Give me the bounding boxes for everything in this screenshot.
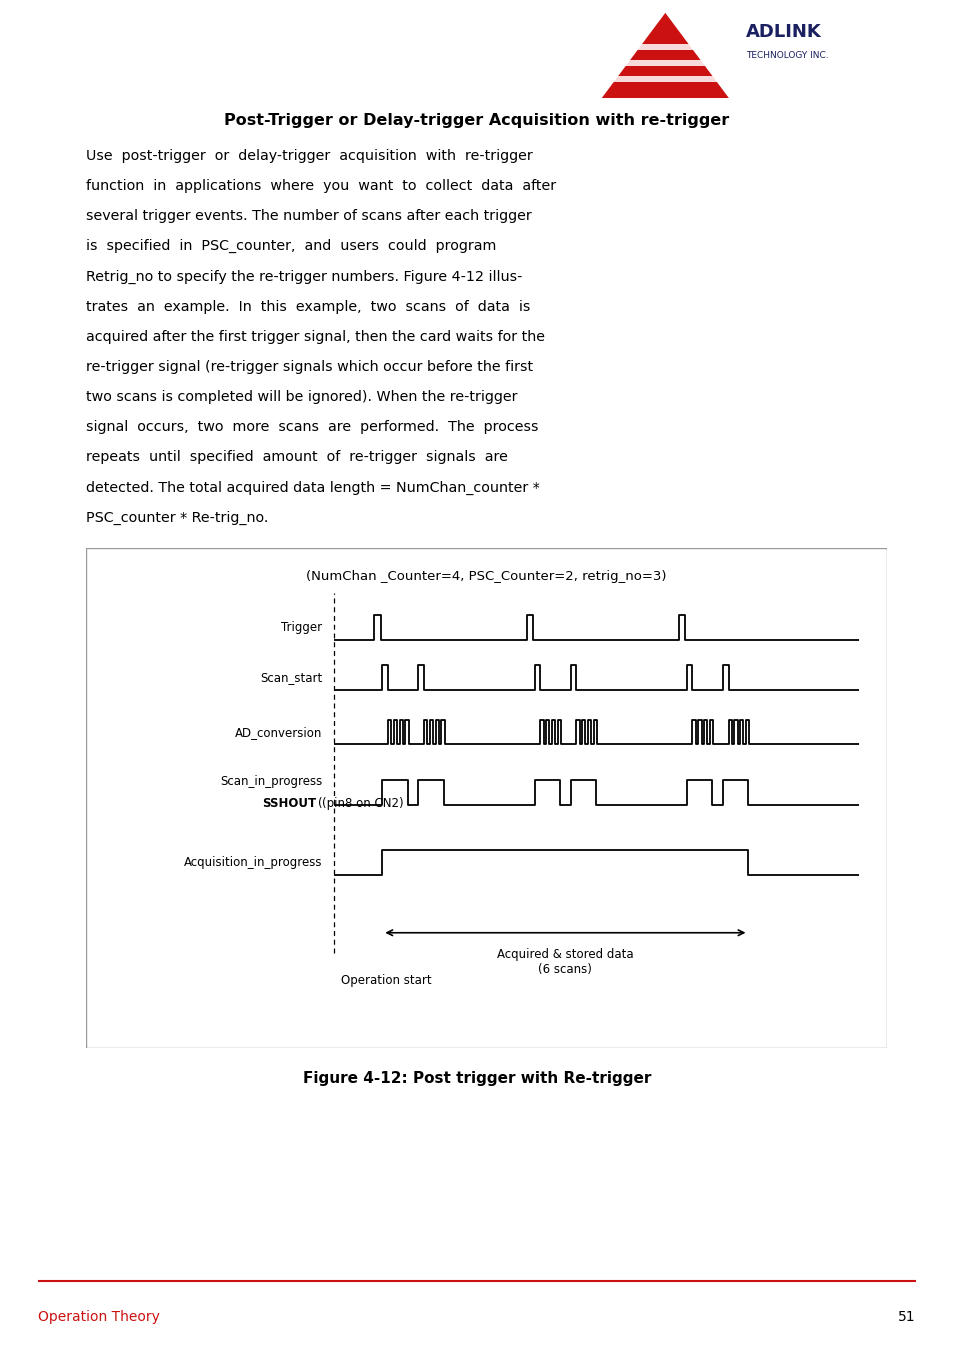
Text: TECHNOLOGY INC.: TECHNOLOGY INC. bbox=[745, 51, 828, 59]
Text: (: ( bbox=[317, 798, 322, 810]
Text: two scans is completed will be ignored). When the re-trigger: two scans is completed will be ignored).… bbox=[86, 389, 517, 404]
Polygon shape bbox=[610, 59, 716, 66]
Polygon shape bbox=[610, 43, 716, 50]
Polygon shape bbox=[601, 14, 728, 99]
Text: Use  post-trigger  or  delay-trigger  acquisition  with  re-trigger: Use post-trigger or delay-trigger acquis… bbox=[86, 149, 532, 162]
Text: PSC_counter * Re-trig_no.: PSC_counter * Re-trig_no. bbox=[86, 511, 268, 525]
Text: is  specified  in  PSC_counter,  and  users  could  program: is specified in PSC_counter, and users c… bbox=[86, 239, 496, 253]
Text: (NumChan _Counter=4, PSC_Counter=2, retrig_no=3): (NumChan _Counter=4, PSC_Counter=2, retr… bbox=[306, 571, 666, 583]
Text: (pin8 on CN2): (pin8 on CN2) bbox=[322, 798, 403, 810]
Text: Retrig_no to specify the re-trigger numbers. Figure 4-12 illus-: Retrig_no to specify the re-trigger numb… bbox=[86, 269, 521, 284]
Text: ADLINK: ADLINK bbox=[745, 23, 821, 41]
Text: AD_conversion: AD_conversion bbox=[234, 726, 322, 740]
Text: Post-Trigger or Delay-trigger Acquisition with re-trigger: Post-Trigger or Delay-trigger Acquisitio… bbox=[224, 112, 729, 128]
Text: Operation Theory: Operation Theory bbox=[38, 1310, 160, 1324]
Text: 51: 51 bbox=[898, 1310, 915, 1324]
Text: repeats  until  specified  amount  of  re-trigger  signals  are: repeats until specified amount of re-tri… bbox=[86, 450, 507, 464]
Text: Scan_in_progress: Scan_in_progress bbox=[220, 775, 322, 788]
Text: function  in  applications  where  you  want  to  collect  data  after: function in applications where you want … bbox=[86, 178, 556, 193]
Text: acquired after the first trigger signal, then the card waits for the: acquired after the first trigger signal,… bbox=[86, 330, 544, 343]
Polygon shape bbox=[610, 76, 716, 82]
Text: re-trigger signal (re-trigger signals which occur before the first: re-trigger signal (re-trigger signals wh… bbox=[86, 360, 533, 375]
Text: Figure 4-12: Post trigger with Re-trigger: Figure 4-12: Post trigger with Re-trigge… bbox=[302, 1071, 651, 1087]
Text: trates  an  example.  In  this  example,  two  scans  of  data  is: trates an example. In this example, two … bbox=[86, 300, 530, 314]
Text: Trigger: Trigger bbox=[281, 621, 322, 634]
Text: detected. The total acquired data length = NumChan_counter *: detected. The total acquired data length… bbox=[86, 480, 539, 495]
Text: Acquired & stored data
(6 scans): Acquired & stored data (6 scans) bbox=[497, 948, 633, 976]
Text: Scan_start: Scan_start bbox=[260, 671, 322, 684]
Text: several trigger events. The number of scans after each trigger: several trigger events. The number of sc… bbox=[86, 210, 531, 223]
Text: SSHOUT: SSHOUT bbox=[261, 798, 315, 810]
Text: Operation start: Operation start bbox=[340, 973, 431, 987]
Text: signal  occurs,  two  more  scans  are  performed.  The  process: signal occurs, two more scans are perfor… bbox=[86, 420, 537, 434]
Text: Acquisition_in_progress: Acquisition_in_progress bbox=[184, 856, 322, 869]
